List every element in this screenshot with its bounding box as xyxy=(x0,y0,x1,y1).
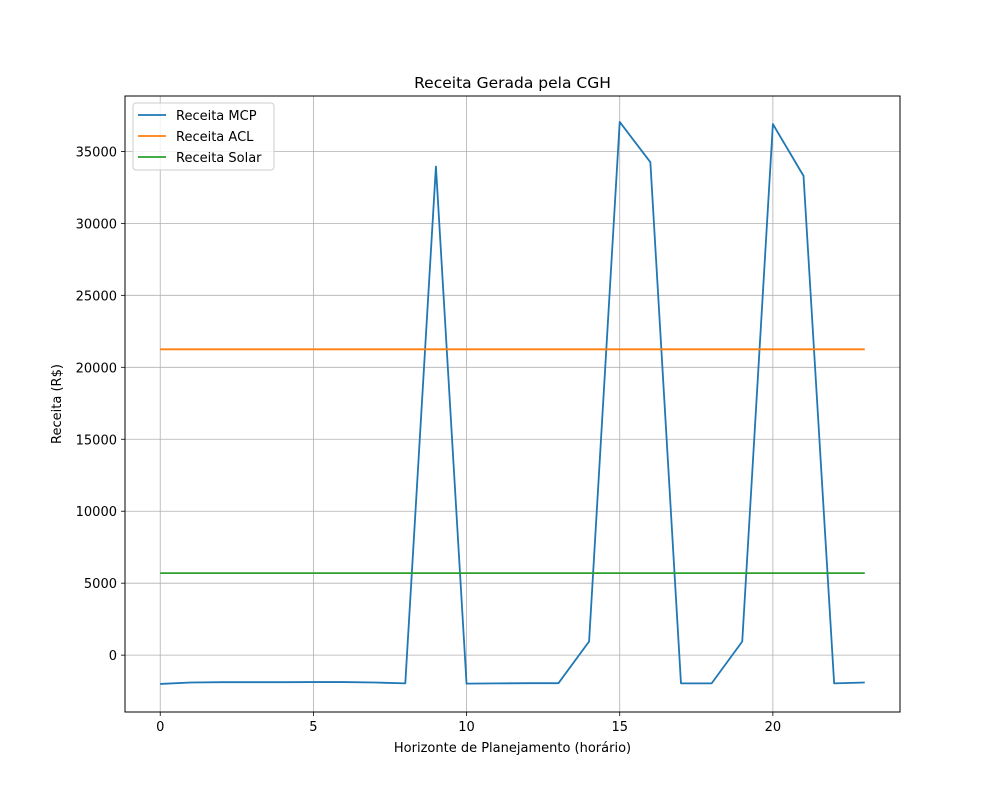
x-axis-label: Horizonte de Planejamento (horário) xyxy=(394,741,631,756)
chart-title: Receita Gerada pela CGH xyxy=(414,74,611,92)
x-axis-ticks: 0 5 10 15 20 xyxy=(156,712,781,735)
x-tick-label: 15 xyxy=(611,720,628,735)
legend-entry: Receita Solar xyxy=(176,151,262,166)
x-tick-label: 10 xyxy=(458,720,475,735)
grid xyxy=(125,96,900,712)
y-axis-ticks: 0 5000 10000 15000 20000 25000 30000 35000 xyxy=(76,145,125,664)
legend: Receita MCP Receita ACL Receita Solar xyxy=(132,102,275,171)
y-tick-label: 10000 xyxy=(76,505,117,520)
x-tick-label: 20 xyxy=(765,720,782,735)
x-tick-label: 0 xyxy=(156,720,164,735)
legend-entry: Receita MCP xyxy=(176,109,257,124)
y-tick-label: 5000 xyxy=(84,577,117,592)
plot-frame xyxy=(124,95,901,713)
series-line-receita-mcp xyxy=(160,121,865,685)
series-lines xyxy=(160,121,865,685)
y-tick-label: 15000 xyxy=(76,433,117,448)
y-axis-label: Receita (R$) xyxy=(50,364,65,444)
x-tick-label: 5 xyxy=(309,720,317,735)
legend-box xyxy=(132,102,275,171)
y-tick-label: 25000 xyxy=(76,289,117,304)
y-tick-label: 0 xyxy=(109,649,117,664)
y-tick-label: 30000 xyxy=(76,217,117,232)
legend-entry: Receita ACL xyxy=(176,130,254,145)
y-tick-label: 35000 xyxy=(76,145,117,160)
y-tick-label: 20000 xyxy=(76,361,117,376)
